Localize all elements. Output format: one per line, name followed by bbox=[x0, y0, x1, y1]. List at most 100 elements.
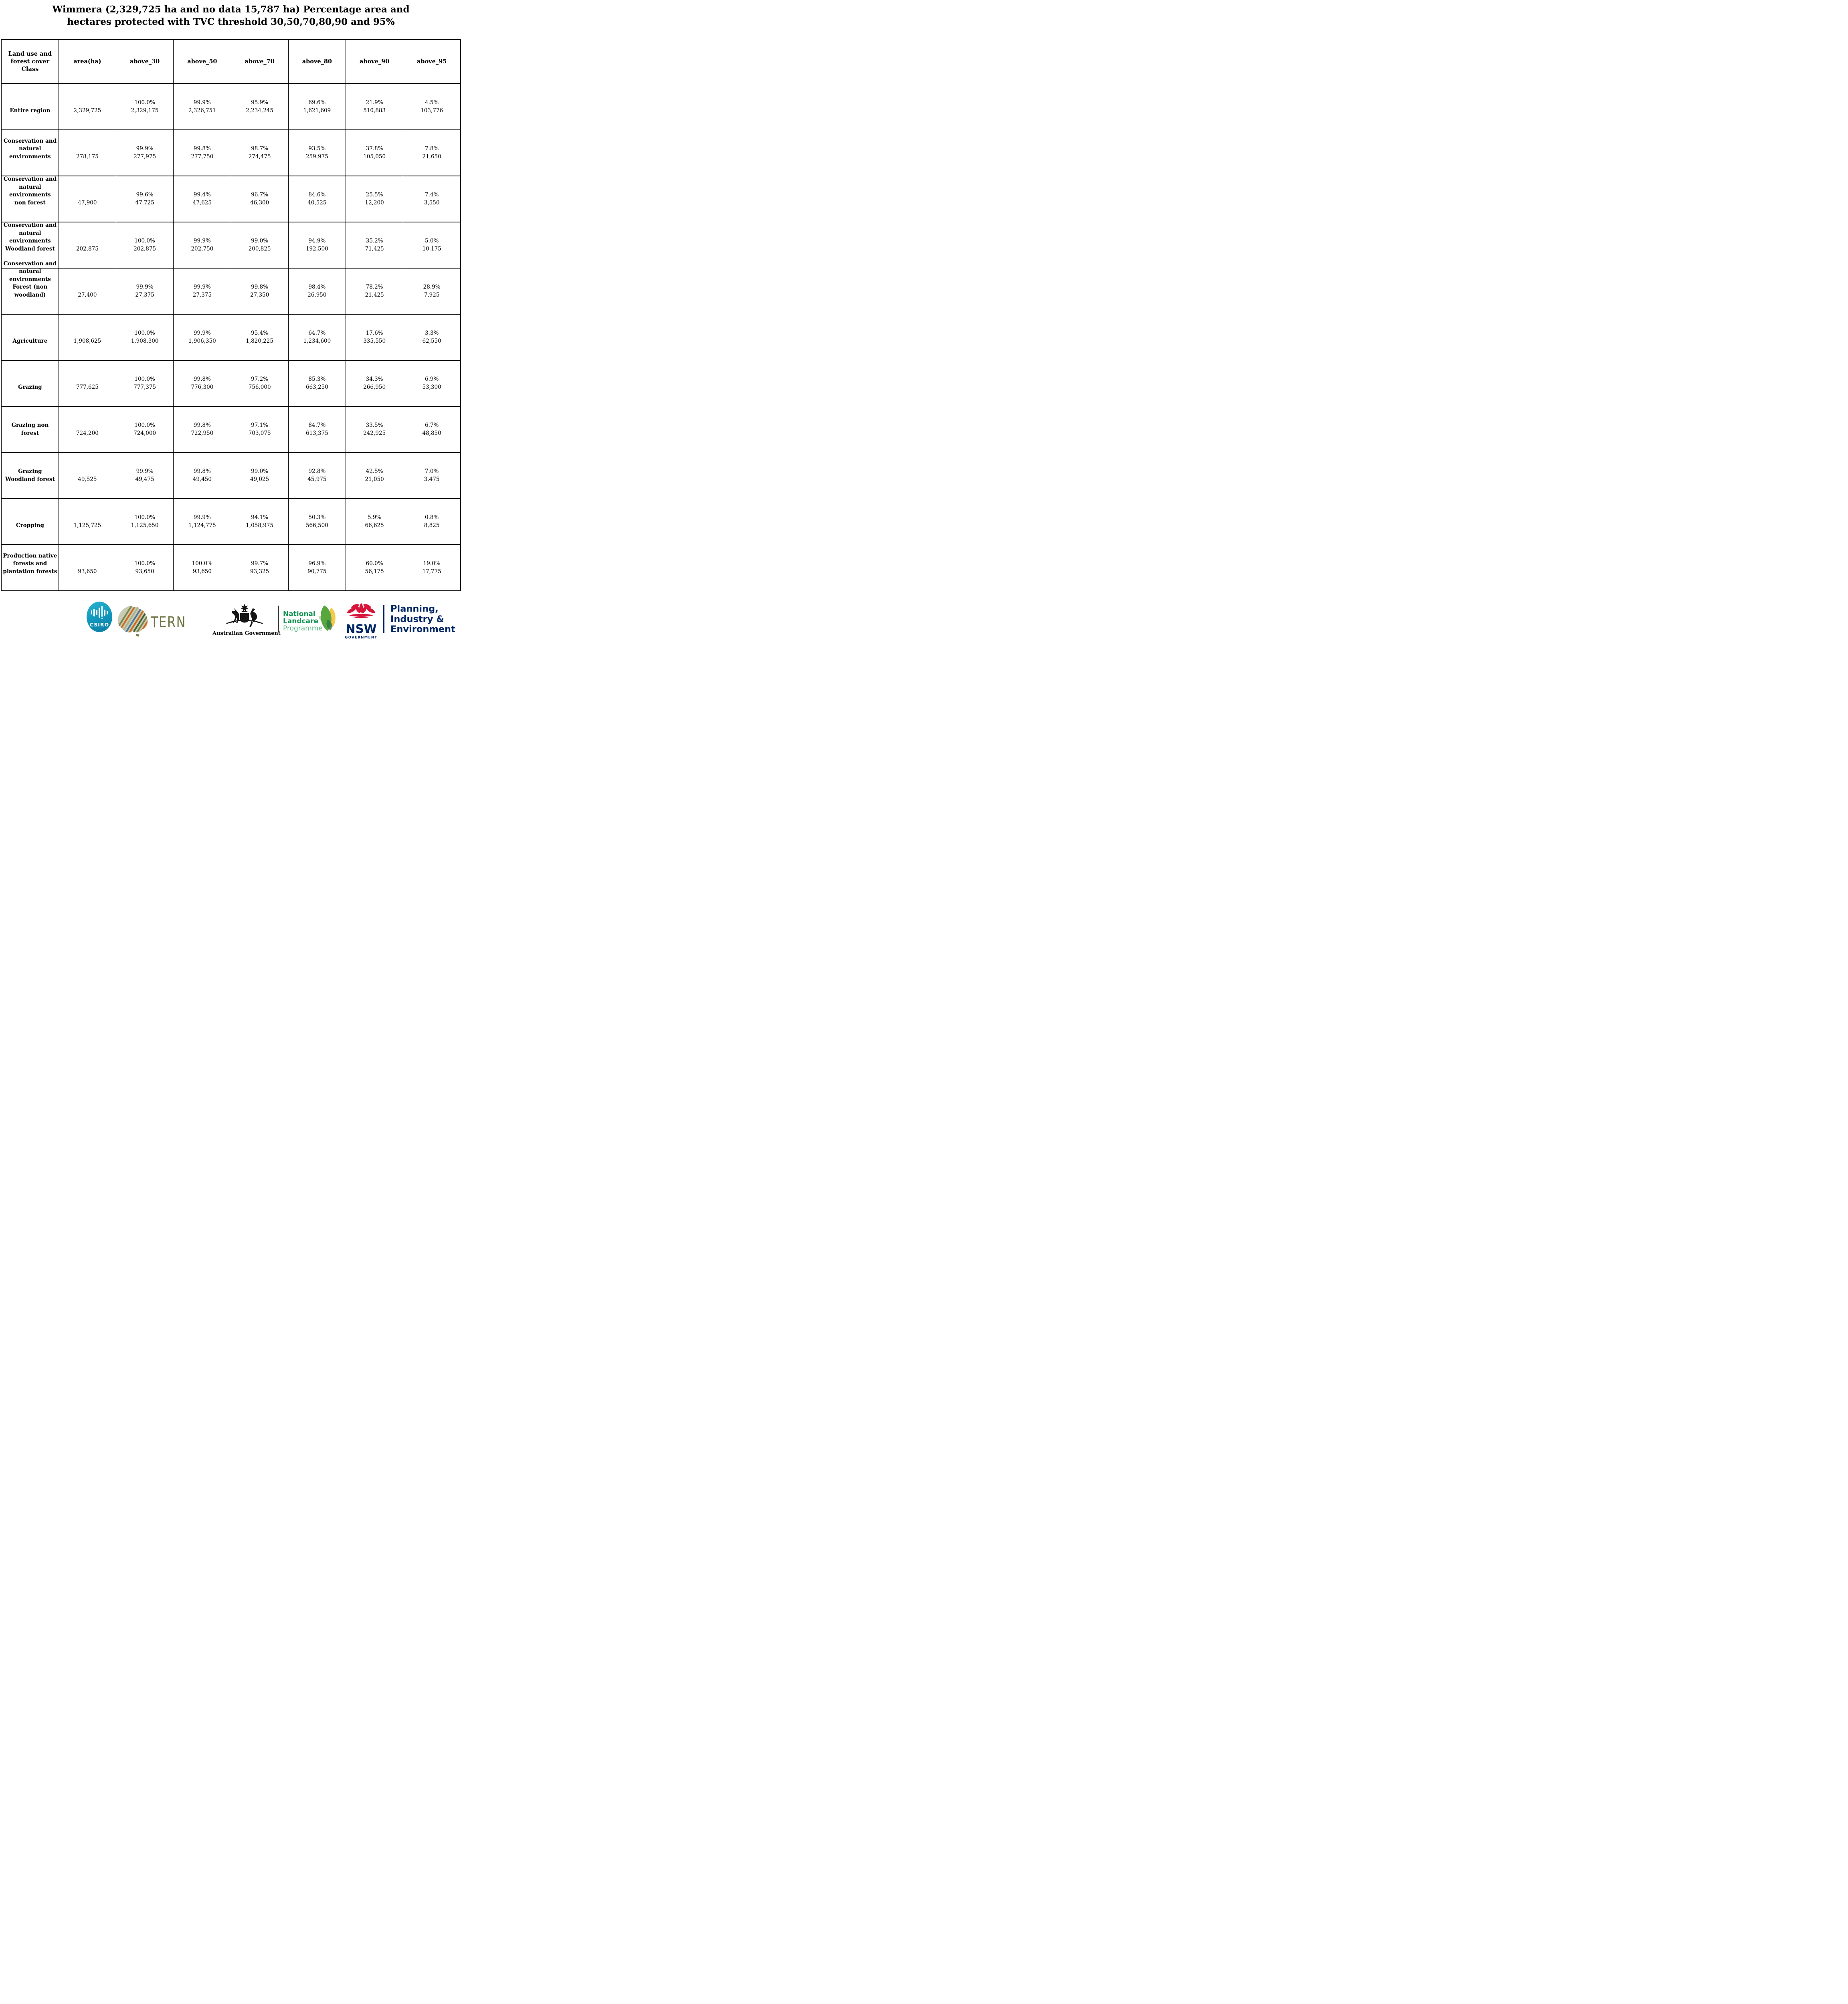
hectares-value: 1,621,609 bbox=[303, 107, 331, 114]
column-header-above-70: above_70 bbox=[230, 39, 289, 84]
column-header-label: above_90 bbox=[359, 58, 390, 65]
above-70-cell: 96.7% 46,300 bbox=[230, 176, 289, 222]
area-value: 27,400 bbox=[78, 291, 97, 298]
percent-hectares-pair: 99.8% 776,300 bbox=[175, 376, 229, 391]
percent-value: 99.8% bbox=[193, 468, 211, 475]
title-line-1: Wimmera (2,329,725 ha and no data 15,787… bbox=[52, 4, 410, 15]
above-70-cell: 95.9% 2,234,245 bbox=[230, 83, 289, 130]
percent-value: 100.0% bbox=[192, 560, 213, 567]
hectares-value: 202,750 bbox=[191, 245, 214, 252]
table-row: Grazing Woodland forest 49,525 99.9% 49,475… bbox=[1, 452, 461, 499]
hectares-value: 8,825 bbox=[424, 522, 440, 529]
percent-hectares-pair: 99.9% 202,750 bbox=[175, 237, 229, 253]
hectares-value: 46,300 bbox=[250, 199, 269, 206]
area-value-cell: 724,200 bbox=[58, 406, 117, 453]
percent-hectares-pair: 19.0% 17,775 bbox=[404, 560, 459, 576]
percent-hectares-pair: 100.0% 202,875 bbox=[117, 237, 172, 253]
percent-hectares-pair: 21.9% 510,883 bbox=[347, 99, 402, 115]
percent-value: 99.6% bbox=[136, 192, 154, 198]
above-50-cell: 99.9% 202,750 bbox=[173, 222, 231, 269]
row-label: Conservation and natural environments Fo… bbox=[3, 260, 57, 298]
hectares-value: 2,234,245 bbox=[246, 107, 273, 114]
percent-value: 25.5% bbox=[366, 192, 383, 198]
australian-government-crest-icon bbox=[226, 604, 263, 627]
hectares-value: 27,375 bbox=[135, 291, 154, 298]
row-label-cell: Entire region bbox=[1, 83, 59, 130]
above-80-cell: 84.7% 613,375 bbox=[288, 406, 346, 453]
percent-value: 6.7% bbox=[425, 422, 439, 428]
percent-value: 96.9% bbox=[308, 560, 326, 567]
percent-value: 3.3% bbox=[425, 330, 439, 336]
row-label-cell: Production native forests and plantation… bbox=[1, 544, 59, 591]
hectares-value: 663,250 bbox=[305, 384, 328, 390]
percent-hectares-pair: 7.4% 3,550 bbox=[404, 191, 459, 207]
percent-hectares-pair: 84.6% 40,525 bbox=[290, 191, 344, 207]
row-label: Conservation and natural environments bbox=[3, 137, 57, 160]
hectares-value: 1,906,350 bbox=[188, 337, 216, 344]
tern-label: TERN bbox=[151, 613, 186, 631]
percent-hectares-pair: 100.0% 1,908,300 bbox=[117, 329, 172, 345]
percent-hectares-pair: 99.6% 47,725 bbox=[117, 191, 172, 207]
percent-hectares-pair: 33.5% 242,925 bbox=[347, 422, 402, 437]
column-header-label: above_80 bbox=[302, 58, 332, 65]
above-80-cell: 92.8% 45,975 bbox=[288, 452, 346, 499]
above-70-cell: 98.7% 274,475 bbox=[230, 129, 289, 176]
area-value-cell: 2,329,725 bbox=[58, 83, 117, 130]
percent-hectares-pair: 5.9% 66,625 bbox=[347, 514, 402, 529]
percent-value: 100.0% bbox=[134, 422, 155, 428]
above-90-cell: 5.9% 66,625 bbox=[345, 498, 404, 545]
hectares-value: 1,058,975 bbox=[246, 522, 273, 529]
percent-value: 100.0% bbox=[134, 560, 155, 567]
percent-hectares-pair: 96.7% 46,300 bbox=[233, 191, 287, 207]
above-30-cell: 100.0% 93,650 bbox=[115, 544, 174, 591]
above-95-cell: 7.0% 3,475 bbox=[403, 452, 461, 499]
above-90-cell: 21.9% 510,883 bbox=[345, 83, 404, 130]
percent-value: 94.9% bbox=[308, 238, 326, 244]
landcare-logo: National Landcare Programme bbox=[283, 610, 323, 632]
hectares-value: 93,650 bbox=[192, 568, 212, 575]
above-95-cell: 7.4% 3,550 bbox=[403, 176, 461, 222]
column-header-label: above_50 bbox=[187, 58, 217, 65]
percent-value: 99.8% bbox=[251, 284, 269, 290]
above-30-cell: 100.0% 1,125,650 bbox=[115, 498, 174, 545]
tern-tasmania-icon bbox=[136, 634, 140, 637]
percent-value: 99.8% bbox=[193, 376, 211, 382]
percent-hectares-pair: 99.8% 722,950 bbox=[175, 422, 229, 437]
above-70-cell: 97.1% 703,075 bbox=[230, 406, 289, 453]
percent-hectares-pair: 100.0% 2,329,175 bbox=[117, 99, 172, 115]
hectares-value: 49,450 bbox=[192, 476, 212, 483]
percent-hectares-pair: 96.9% 90,775 bbox=[290, 560, 344, 576]
australian-government-label: Australian Government bbox=[212, 630, 281, 636]
hectares-value: 103,776 bbox=[421, 107, 443, 114]
table-row: Entire region 2,329,725 100.0% 2,329,175 99.… bbox=[1, 83, 461, 130]
percent-value: 19.0% bbox=[423, 560, 441, 567]
percent-hectares-pair: 100.0% 1,125,650 bbox=[117, 514, 172, 529]
above-50-cell: 99.8% 776,300 bbox=[173, 360, 231, 407]
above-80-cell: 69.6% 1,621,609 bbox=[288, 83, 346, 130]
hectares-value: 71,425 bbox=[365, 245, 384, 252]
percent-value: 99.9% bbox=[193, 284, 211, 290]
percent-value: 100.0% bbox=[134, 330, 155, 336]
above-95-cell: 6.7% 48,850 bbox=[403, 406, 461, 453]
percent-value: 33.5% bbox=[366, 422, 383, 428]
percent-hectares-pair: 78.2% 21,425 bbox=[347, 283, 402, 299]
area-value: 93,650 bbox=[78, 568, 97, 575]
percent-hectares-pair: 99.8% 27,350 bbox=[233, 283, 287, 299]
table-row: Conservation and natural environments Wo… bbox=[1, 222, 461, 269]
percent-hectares-pair: 6.7% 48,850 bbox=[404, 422, 459, 437]
hectares-value: 45,975 bbox=[307, 476, 327, 483]
percent-value: 99.7% bbox=[251, 560, 269, 567]
above-50-cell: 99.9% 1,124,775 bbox=[173, 498, 231, 545]
percent-value: 98.4% bbox=[308, 284, 326, 290]
table-row: Agriculture 1,908,625 100.0% 1,908,300 99.9%… bbox=[1, 314, 461, 361]
percent-hectares-pair: 5.0% 10,175 bbox=[404, 237, 459, 253]
percent-value: 99.8% bbox=[193, 422, 211, 428]
area-value: 2,329,725 bbox=[73, 107, 101, 114]
column-header-label: above_30 bbox=[129, 58, 160, 65]
hectares-value: 1,820,225 bbox=[246, 337, 273, 344]
pie-line-1: Planning, bbox=[390, 604, 439, 614]
area-value: 202,875 bbox=[76, 245, 99, 252]
area-value: 777,625 bbox=[76, 384, 99, 390]
hectares-value: 510,883 bbox=[363, 107, 386, 114]
percent-hectares-pair: 35.2% 71,425 bbox=[347, 237, 402, 253]
